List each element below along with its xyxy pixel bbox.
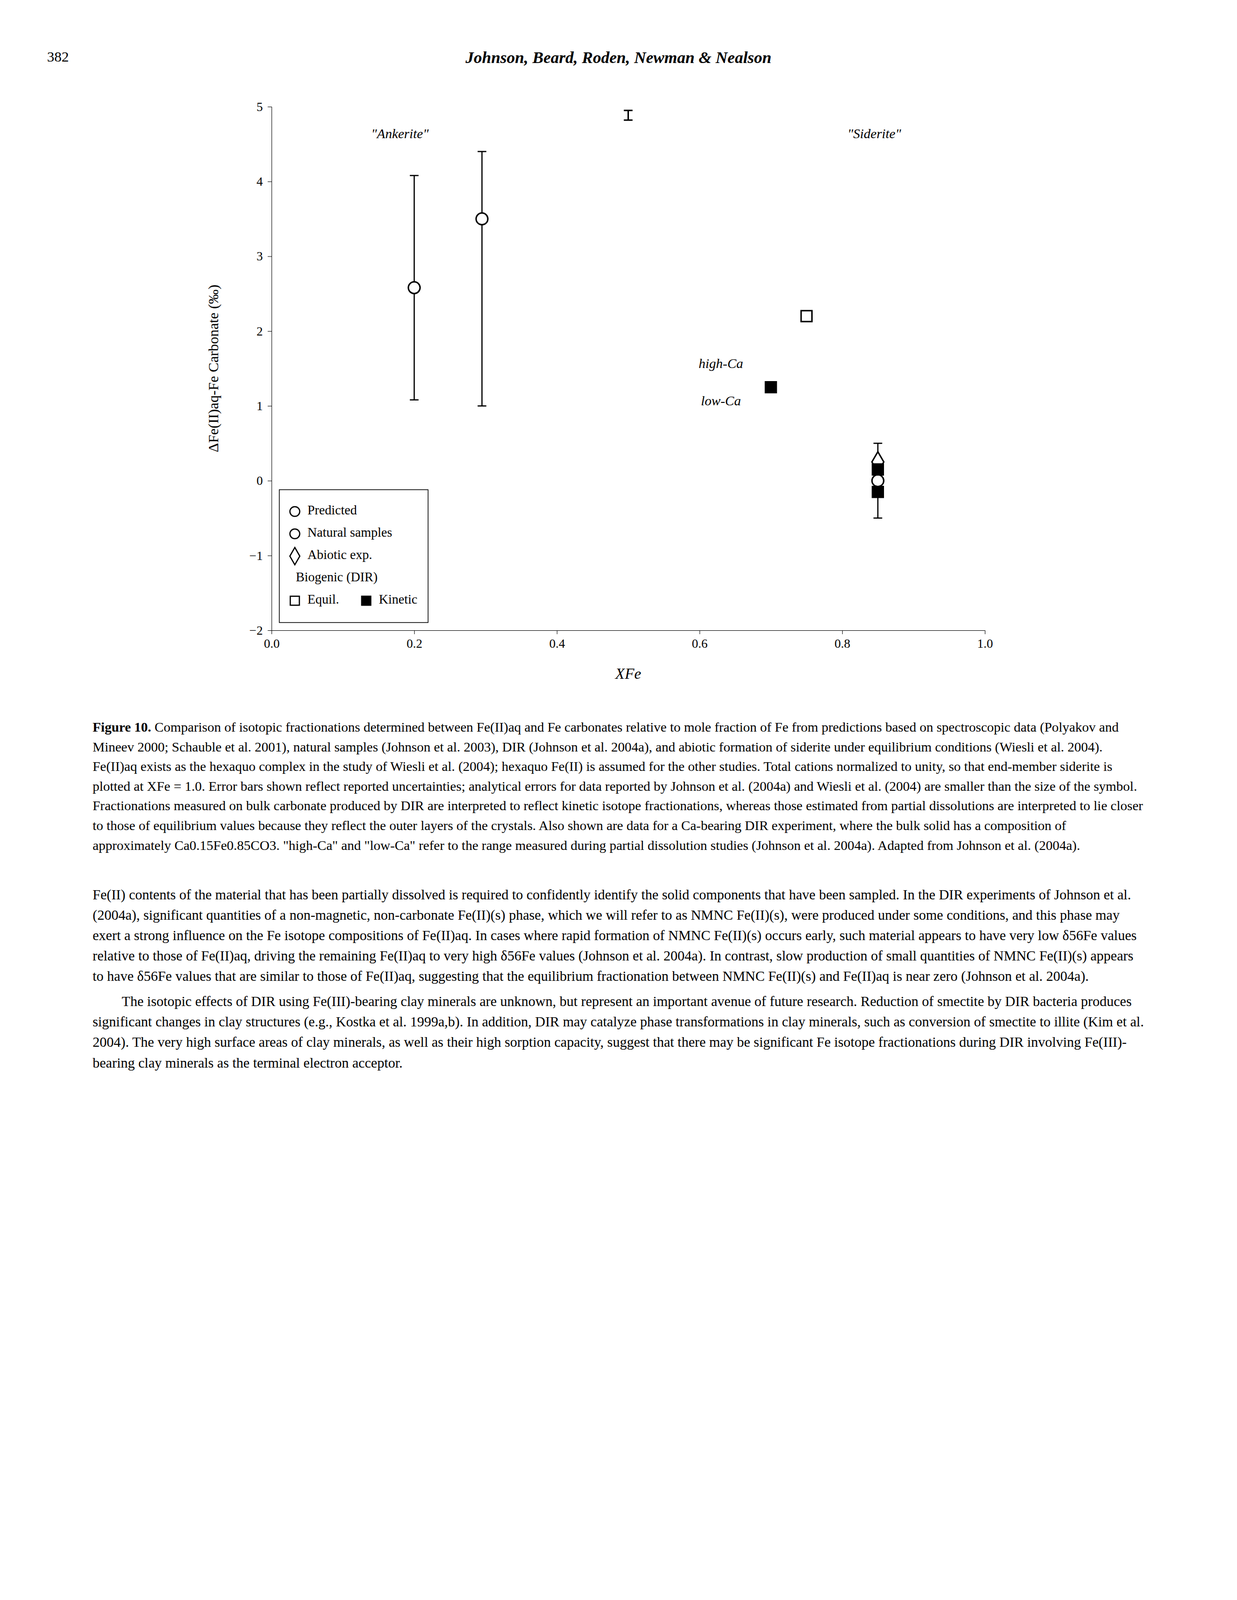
y-tick: 5	[256, 99, 272, 114]
chart: 0.0 0.2 0.4 0.6 0.8 1.0 −2 −1 0 1 2 3 4 5 XFe ΔFe(II)aq…	[0, 72, 1237, 704]
y-tick-label: −1	[249, 548, 263, 563]
point	[476, 212, 488, 225]
y-axis: −2 −1 0 1 2 3 4 5	[249, 99, 272, 638]
y-tick-mark	[267, 106, 272, 108]
legend-label: Natural samples	[307, 525, 393, 540]
y-tick-mark	[267, 181, 272, 182]
legend: Predicted Natural samples Abiotic exp. Biog…	[279, 489, 429, 623]
annotation: low-Ca	[700, 393, 741, 409]
legend-label: Predicted	[307, 502, 357, 518]
legend-label: Kinetic	[378, 592, 418, 607]
annotation: high-Ca	[698, 355, 744, 371]
legend-symbol	[289, 506, 300, 517]
body-text: The isotopic effects of DIR using Fe(III…	[92, 991, 1145, 1073]
figure-caption-text: Comparison of isotopic fractionations de…	[92, 719, 1143, 853]
y-tick-label: 1	[256, 399, 263, 414]
figure-caption: Figure 10. Comparison of isotopic fracti…	[92, 717, 1145, 856]
y-tick-label: 2	[256, 324, 263, 339]
legend-label: Abiotic exp.	[307, 547, 372, 563]
body-text: Fe(II) contents of the material that has…	[92, 884, 1145, 987]
x-tick-mark	[414, 630, 415, 635]
y-axis-title: ΔFe(II)aq-Fe Carbonate (‰)	[205, 284, 222, 453]
y-axis-line	[267, 107, 273, 631]
page-number: 382	[47, 48, 69, 65]
y-tick-mark	[267, 480, 272, 482]
point	[801, 310, 812, 322]
y-tick: −2	[249, 623, 272, 638]
legend-symbol	[361, 596, 371, 606]
y-tick-mark	[267, 405, 272, 407]
y-tick-label: 3	[256, 249, 263, 264]
x-tick: 0.8	[834, 630, 851, 651]
x-axis: 0.0 0.2 0.4 0.6 0.8 1.0	[263, 630, 994, 651]
x-tick-label: 0.4	[549, 636, 566, 651]
y-tick: 1	[256, 399, 272, 414]
x-tick-label: 0.8	[834, 636, 851, 651]
x-tick-mark	[556, 630, 558, 635]
x-tick: 1.0	[977, 630, 994, 651]
y-tick: 0	[256, 473, 272, 488]
x-tick-mark	[984, 630, 986, 635]
annotation: "Ankerite"	[371, 126, 430, 142]
figure-label: Figure 10.	[92, 719, 152, 735]
x-tick-label: 0.2	[406, 636, 423, 651]
annotations: "Ankerite" "Siderite" high-Ca low-Ca	[371, 126, 902, 409]
x-tick-label: 0.6	[691, 636, 708, 651]
y-tick-mark	[267, 630, 272, 631]
page-header: 382Johnson, Beard, Roden, Newman & Neals…	[0, 0, 1237, 73]
x-tick: 0.2	[406, 630, 423, 651]
y-tick: −1	[249, 548, 272, 563]
y-tick-label: 5	[256, 99, 263, 114]
x-axis-title: XFe	[614, 664, 642, 683]
y-tick-mark	[267, 256, 272, 258]
space	[151, 719, 155, 735]
legend-label: Equil.	[307, 592, 339, 607]
legend-symbol	[289, 529, 300, 539]
x-tick: 0.4	[549, 630, 566, 651]
page: 382Johnson, Beard, Roden, Newman & Neals…	[0, 0, 1237, 1074]
plot: 0.0 0.2 0.4 0.6 0.8 1.0 −2 −1 0 1 2 3 4 5 XFe ΔFe(II)aq…	[205, 99, 994, 683]
x-axis-line	[272, 630, 986, 635]
annotation: "Siderite"	[847, 126, 902, 142]
y-tick-label: 0	[256, 473, 263, 488]
point	[872, 486, 884, 498]
x-tick-mark	[842, 630, 843, 635]
y-tick: 2	[256, 324, 272, 339]
x-tick-mark	[699, 630, 701, 635]
x-tick-label: 0.0	[263, 636, 280, 651]
legend-symbol	[289, 547, 301, 565]
point	[408, 281, 420, 294]
x-tick-mark	[271, 630, 273, 635]
y-tick-label: 4	[256, 174, 263, 189]
error-bar	[477, 151, 487, 407]
y-tick-mark	[267, 555, 272, 557]
point	[872, 464, 884, 475]
page-title: Johnson, Beard, Roden, Newman & Nealson	[0, 48, 1237, 67]
legend-heading: Biogenic (DIR)	[295, 569, 378, 585]
x-tick-label: 1.0	[977, 636, 994, 651]
marks	[408, 110, 884, 519]
x-tick: 0.6	[691, 630, 708, 651]
point	[765, 381, 777, 393]
range-bar	[624, 110, 633, 121]
legend-symbol	[290, 596, 300, 606]
point	[871, 474, 884, 487]
x-tick: 0.0	[263, 630, 280, 651]
y-tick: 3	[256, 249, 272, 264]
y-tick: 4	[256, 174, 272, 189]
legend-content: Predicted Natural samples Abiotic exp. Biog…	[289, 502, 418, 607]
legend-box	[279, 489, 429, 623]
y-tick-mark	[267, 331, 272, 332]
y-tick-label: −2	[249, 623, 263, 638]
